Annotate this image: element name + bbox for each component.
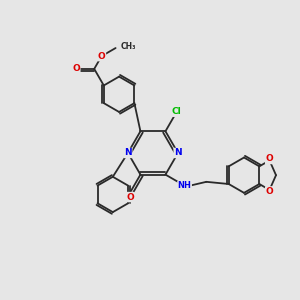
Text: O: O <box>126 193 134 202</box>
Text: Cl: Cl <box>172 107 182 116</box>
Text: CH₃: CH₃ <box>121 42 136 51</box>
Text: O: O <box>266 154 273 164</box>
Text: O: O <box>98 52 106 61</box>
Text: N: N <box>124 148 132 158</box>
Text: NH: NH <box>178 181 191 190</box>
Text: N: N <box>174 148 182 158</box>
Text: O: O <box>266 187 273 196</box>
Text: O: O <box>72 64 80 74</box>
